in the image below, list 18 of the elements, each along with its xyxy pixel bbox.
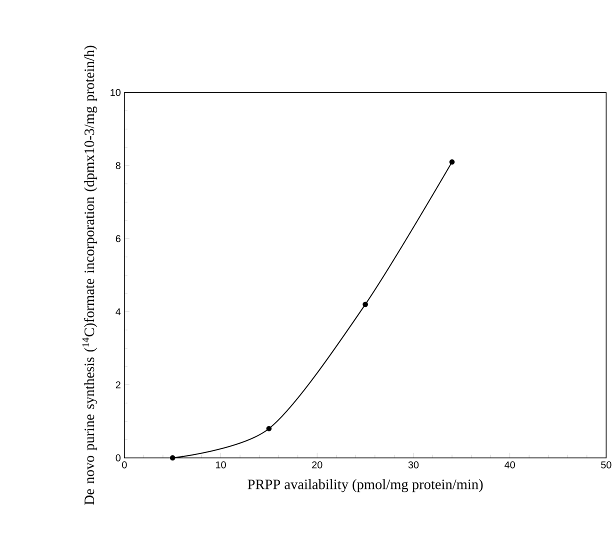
x-tick-label: 0 [122, 461, 127, 468]
y-tick-label: 0 [116, 454, 121, 462]
y-tick-label: 2 [116, 381, 120, 388]
point [362, 302, 368, 307]
y-tick-label: 10 [110, 88, 121, 96]
x-axis-title: PRPP availability (pmol/mg protein/min) [248, 478, 483, 492]
x-tick-label: 50 [601, 461, 612, 468]
y-tick-label: 8 [116, 162, 120, 169]
point [170, 454, 176, 460]
x-tick-label: 20 [312, 461, 322, 468]
y-tick-label: 6 [116, 234, 120, 242]
y-axis-title: De novo purine synthesis ($^{14}$C)formate incorporation (dpmx10-3/mg protein/h) [82, 46, 98, 505]
y-tick-label: 4 [116, 308, 121, 315]
x-tick-label: 40 [504, 461, 515, 468]
point [449, 159, 455, 164]
x-tick-label: 10 [216, 461, 226, 468]
point [266, 426, 272, 432]
x-tick-label: 30 [408, 461, 419, 468]
